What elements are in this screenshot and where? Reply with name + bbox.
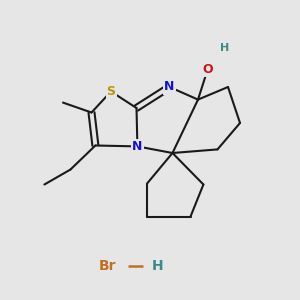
Text: H: H: [152, 259, 163, 272]
Text: S: S: [106, 85, 116, 98]
Text: N: N: [164, 80, 175, 94]
Text: Br: Br: [99, 259, 117, 272]
Text: O: O: [202, 63, 213, 76]
Text: H: H: [220, 43, 229, 53]
Text: N: N: [132, 140, 142, 153]
